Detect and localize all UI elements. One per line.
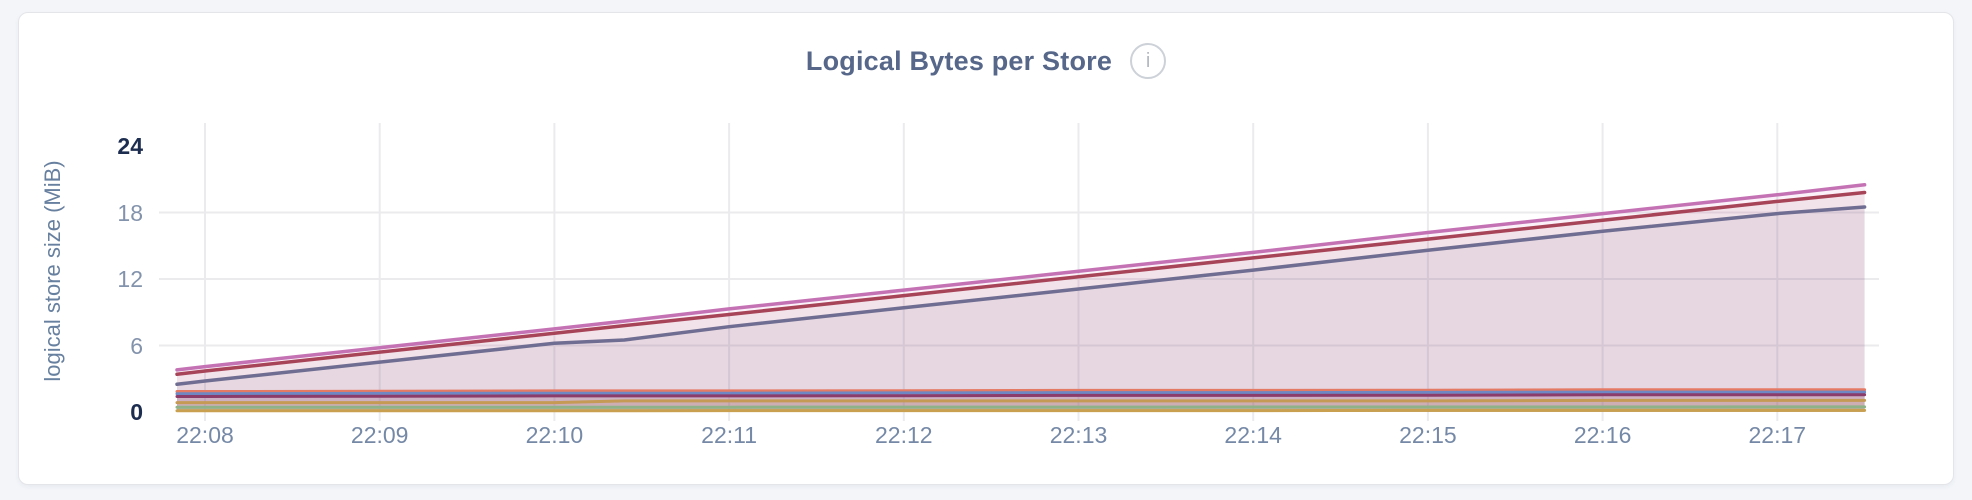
y-axis-tick-label: 12 <box>117 266 143 292</box>
x-axis-tick-label: 22:17 <box>1748 422 1807 448</box>
y-axis-tick-label: 18 <box>117 199 143 226</box>
series-area-store-1 <box>177 184 1865 412</box>
chart-header: Logical Bytes per Store i <box>19 41 1953 81</box>
chart-card: Logical Bytes per Store i logical store … <box>18 12 1954 485</box>
x-axis-tick-label: 22:16 <box>1573 422 1632 448</box>
series-area-store-3 <box>177 207 1865 412</box>
x-axis-tick-label: 22:10 <box>525 422 584 448</box>
x-axis-tick-label: 22:08 <box>176 422 234 448</box>
x-axis-tick-label: 22:14 <box>1224 422 1282 448</box>
chart-title: Logical Bytes per Store <box>805 45 1113 76</box>
y-axis-tick-label: 6 <box>130 332 143 359</box>
x-axis-tick-label: 22:13 <box>1049 422 1108 448</box>
x-axis-tick-label: 22:12 <box>875 422 933 448</box>
series-line-store-2 <box>175 190 1867 377</box>
info-icon[interactable]: i <box>1130 43 1167 79</box>
series-line-store-5 <box>175 390 1867 396</box>
x-axis-tick-label: 22:09 <box>350 422 409 448</box>
series-line-store-7 <box>175 398 1867 405</box>
series-line-store-4 <box>175 388 1867 393</box>
series-line-store-1 <box>175 183 1867 372</box>
series-line-store-6 <box>175 393 1867 398</box>
chart-plot[interactable] <box>19 13 1953 484</box>
x-axis-tick-label: 22:11 <box>701 422 758 448</box>
series-line-store-3 <box>175 205 1867 387</box>
y-axis-tick-label: 24 <box>117 133 143 159</box>
y-axis-tick-label: 0 <box>130 399 143 425</box>
x-axis-tick-label: 22:15 <box>1399 422 1457 448</box>
